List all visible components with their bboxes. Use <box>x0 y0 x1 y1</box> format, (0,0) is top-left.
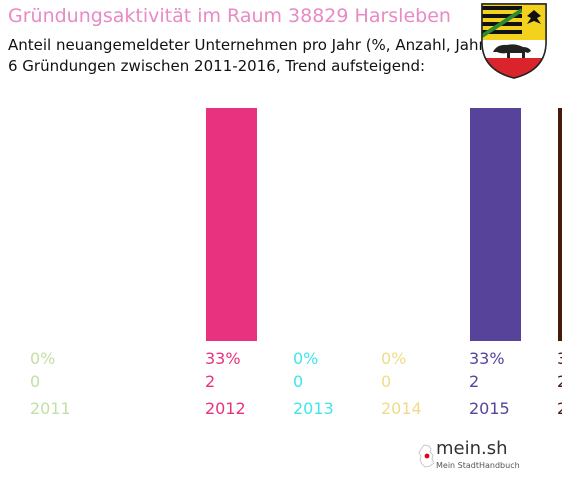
logo-name: mein.sh <box>436 438 508 459</box>
percent-label-2012: 33% <box>205 349 241 368</box>
mein-sh-logo[interactable]: mein.sh Mein StadtHandbuch <box>418 438 526 476</box>
chart-subtitle-line1: Anteil neuangemeldeter Unternehmen pro J… <box>8 36 491 54</box>
chart-title: Gründungsaktivität im Raum 38829 Harsleb… <box>8 5 451 27</box>
year-label-2011: 2011 <box>30 399 71 418</box>
bar-2016 <box>558 108 562 341</box>
bar-2012 <box>206 108 257 341</box>
percent-label-2013: 0% <box>293 349 318 368</box>
germany-map-icon <box>418 444 435 468</box>
count-label-2011: 0 <box>30 372 40 391</box>
percent-label-2011: 0% <box>30 349 55 368</box>
bar-2015 <box>470 108 521 341</box>
chart-subtitle-line2: 6 Gründungen zwischen 2011-2016, Trend a… <box>8 57 426 75</box>
count-label-2015: 2 <box>469 372 479 391</box>
count-label-2014: 0 <box>381 372 391 391</box>
percent-label-2016: 33% <box>557 349 562 368</box>
year-label-2016: 2016 <box>557 399 562 418</box>
year-label-2014: 2014 <box>381 399 422 418</box>
logo-tagline: Mein StadtHandbuch <box>436 461 520 470</box>
count-label-2012: 2 <box>205 372 215 391</box>
count-label-2013: 0 <box>293 372 303 391</box>
year-label-2013: 2013 <box>293 399 334 418</box>
percent-label-2015: 33% <box>469 349 505 368</box>
count-label-2016: 2 <box>557 372 562 391</box>
percent-label-2014: 0% <box>381 349 406 368</box>
year-label-2012: 2012 <box>205 399 246 418</box>
saxony-anhalt-coat-of-arms-icon <box>479 2 549 80</box>
year-label-2015: 2015 <box>469 399 510 418</box>
